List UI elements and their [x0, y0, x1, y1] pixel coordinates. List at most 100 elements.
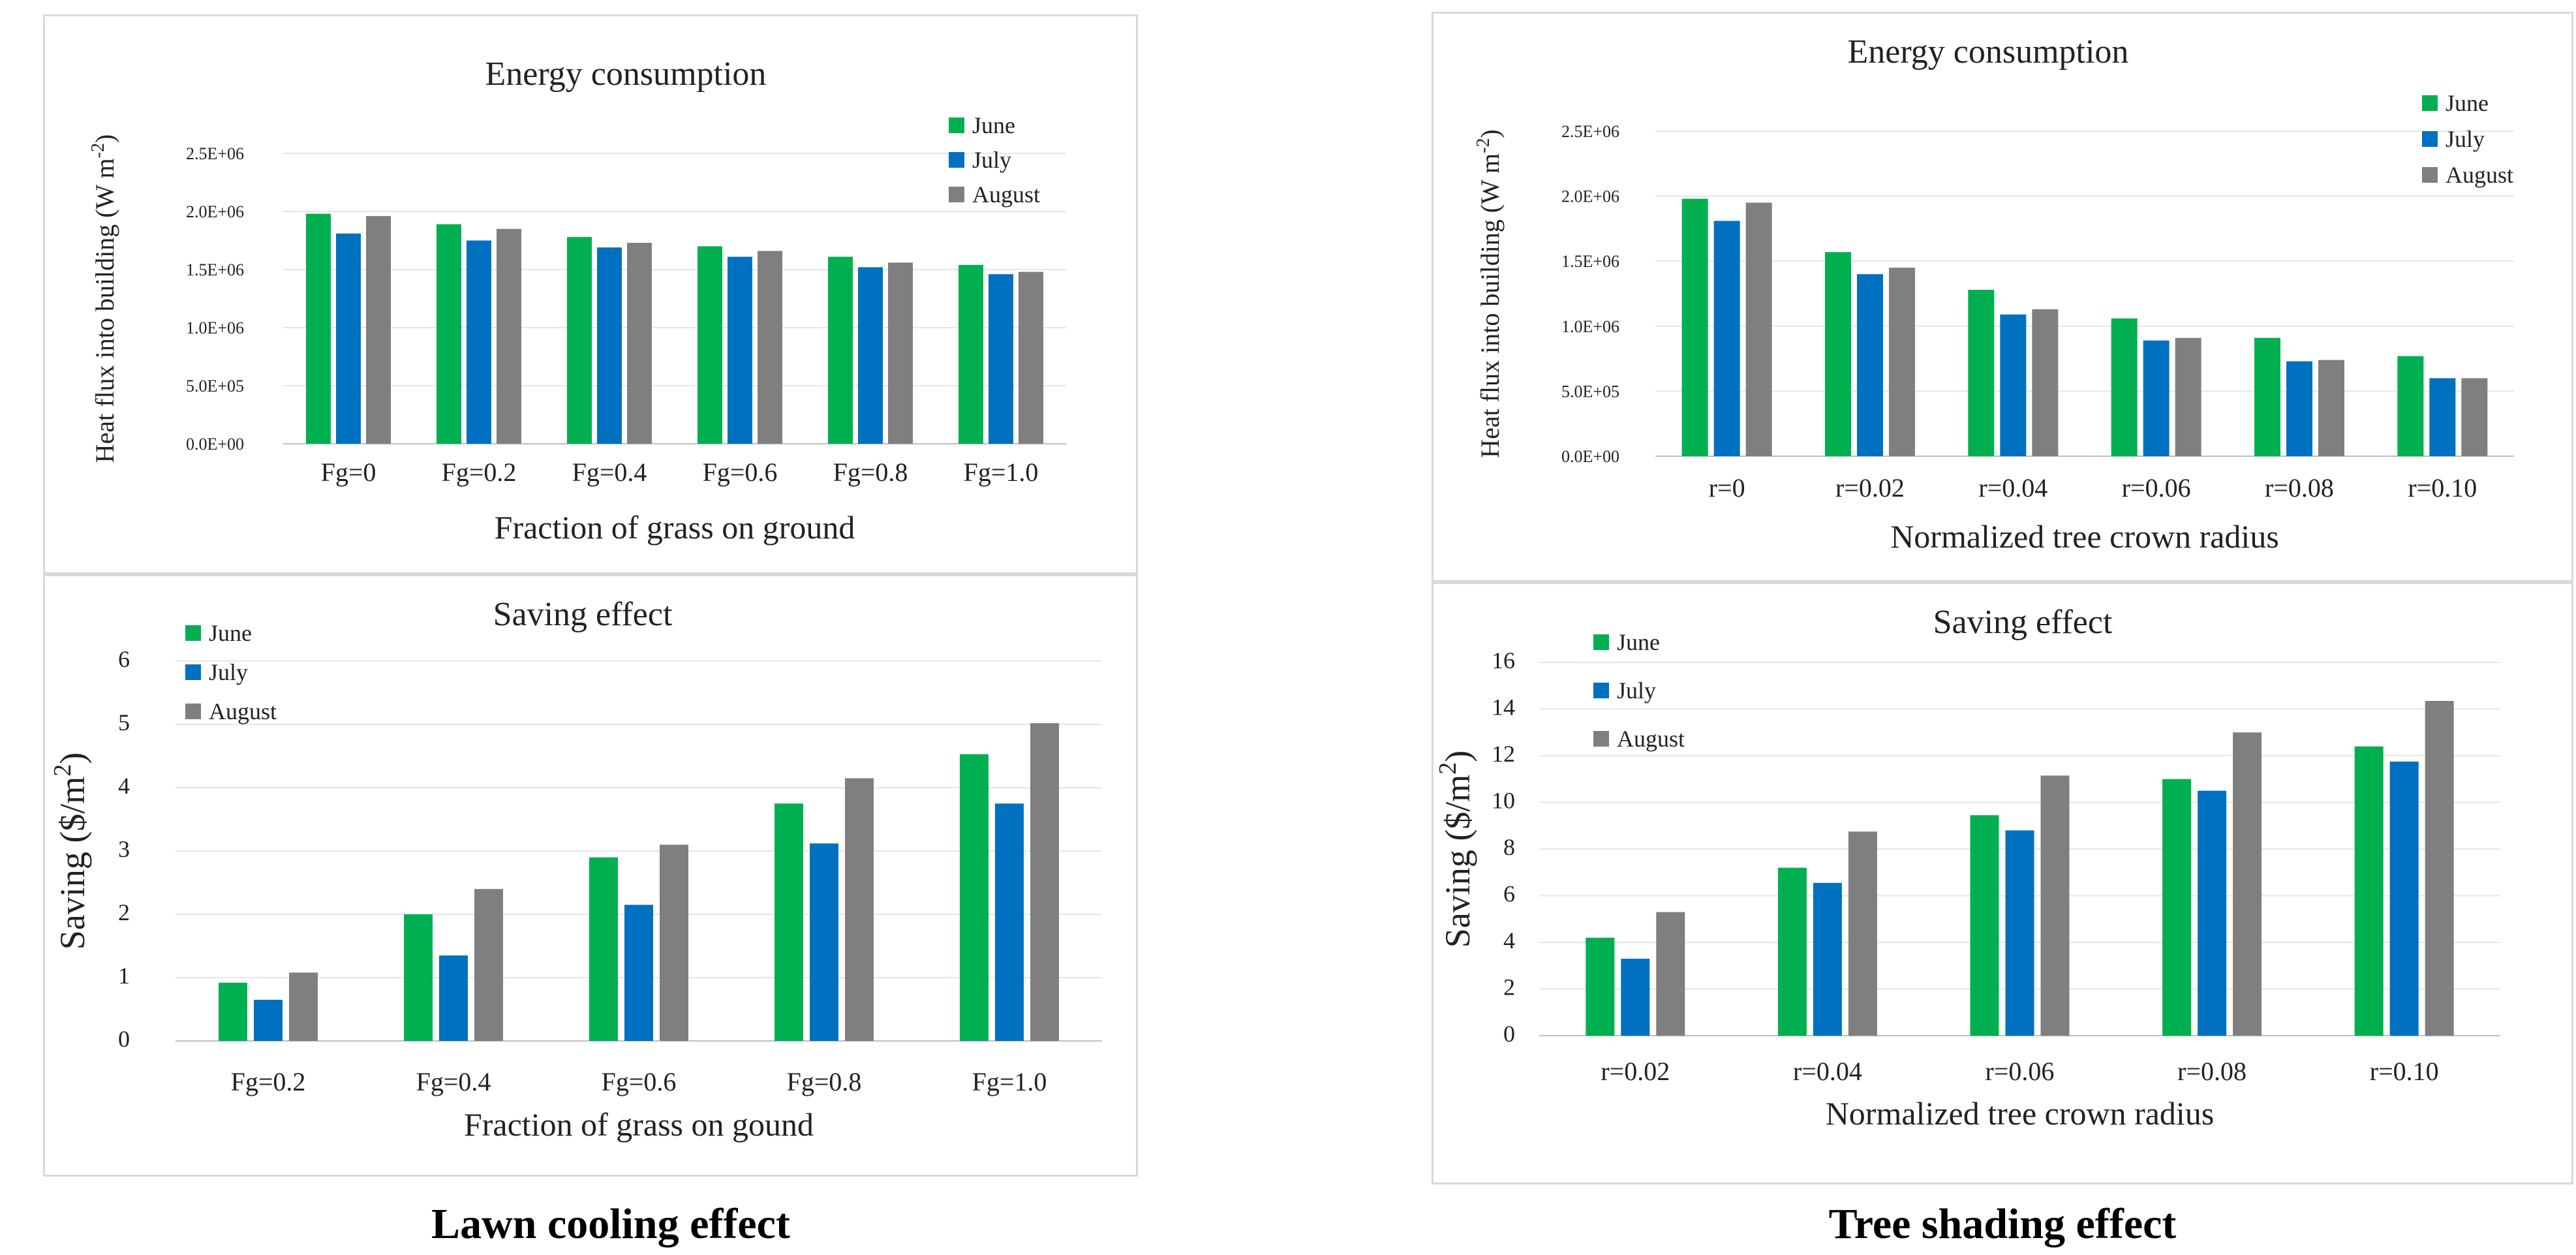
- bar-july: [2198, 790, 2227, 1036]
- bar-june: [1681, 198, 1708, 456]
- legend-swatch-june: [1593, 634, 1609, 650]
- legend-label-june: June: [2446, 90, 2489, 116]
- chart-title: Saving effect: [1933, 604, 2113, 641]
- bar-july: [336, 233, 361, 444]
- y-axis-label: Heat flux into building (W m-2): [1473, 129, 1505, 458]
- legend-swatch-august: [1593, 731, 1609, 747]
- bar-june: [589, 857, 618, 1041]
- x-tick-label: r=0.02: [1601, 1057, 1670, 1086]
- bar-july: [2143, 340, 2170, 456]
- y-tick-label: 5.0E+05: [1561, 382, 1619, 401]
- legend-swatch-august: [2422, 167, 2438, 183]
- y-axis-label: Saving ($/m2): [49, 752, 92, 950]
- x-tick-label: Fg=1.0: [972, 1067, 1047, 1096]
- bar-august: [2233, 732, 2262, 1036]
- bar-august: [1030, 723, 1059, 1041]
- bar-july: [254, 999, 283, 1041]
- bar-june: [2354, 746, 2384, 1036]
- lawn-energy-chart: 0.0E+00 5.0E+05 1.0E+06 1.5E+06 2.0E+06 2.5E+…: [88, 55, 1066, 546]
- x-tick-label: Fg=1.0: [964, 457, 1039, 487]
- bar-july: [2389, 761, 2419, 1036]
- bar-august: [1889, 268, 1915, 456]
- y-tick-label: 1.0E+06: [186, 318, 244, 337]
- chart-title: Energy consumption: [485, 55, 767, 93]
- y-tick-label: 5.0E+05: [186, 377, 244, 395]
- legend-label-june: June: [209, 620, 252, 646]
- x-tick-label: Fg=0.4: [572, 457, 647, 487]
- legend-swatch-august: [949, 187, 964, 202]
- bar-august: [660, 844, 688, 1041]
- y-tick-label: 2: [118, 899, 130, 925]
- x-tick-label: r=0.10: [2408, 473, 2477, 503]
- bar-june: [404, 914, 433, 1041]
- legend-label-july: July: [2446, 126, 2485, 152]
- y-tick-label: 1.5E+06: [1561, 252, 1619, 271]
- legend-label-august: August: [1617, 726, 1685, 752]
- y-tick-label: 8: [1503, 834, 1515, 860]
- bar-july: [2005, 830, 2034, 1036]
- y-tick-label: 2.5E+06: [186, 144, 244, 163]
- x-tick-label: Fg=0: [321, 457, 376, 487]
- bar-june: [2254, 337, 2280, 456]
- bar-july: [439, 955, 468, 1041]
- y-tick-label: 2: [1503, 974, 1515, 1000]
- legend-swatch-august: [185, 704, 201, 719]
- bar-july: [1621, 959, 1650, 1036]
- bar-july: [728, 256, 752, 444]
- bar-june: [2111, 318, 2138, 456]
- bar-july: [2429, 378, 2456, 456]
- y-tick-label: 3: [118, 836, 130, 862]
- legend-label-august: August: [972, 181, 1040, 208]
- y-tick-label: 12: [1492, 741, 1515, 767]
- chart-title: Saving effect: [493, 596, 673, 633]
- legend-swatch-july: [1593, 683, 1609, 698]
- x-tick-label: r=0.04: [1793, 1057, 1862, 1086]
- bar-august: [845, 778, 874, 1041]
- y-tick-label: 4: [1503, 927, 1515, 953]
- tree-energy-chart: 0.0E+00 5.0E+05 1.0E+06 1.5E+06 2.0E+06 2.5E+…: [1473, 33, 2514, 555]
- bar-june: [1968, 290, 1995, 456]
- x-tick-label: Fg=0.6: [602, 1067, 677, 1096]
- legend-swatch-july: [2422, 131, 2438, 147]
- y-tick-label: 16: [1492, 647, 1515, 674]
- bar-july: [467, 240, 491, 444]
- bar-july: [989, 274, 1013, 444]
- x-tick-label: Fg=0.8: [833, 457, 908, 487]
- bar-july: [1857, 274, 1883, 456]
- tree-energy-panel: 0.0E+00 5.0E+05 1.0E+06 1.5E+06 2.0E+06 2.5E+…: [1432, 12, 2573, 582]
- bar-july: [810, 843, 838, 1041]
- y-tick-label: 1: [118, 963, 130, 989]
- x-tick-label: r=0.02: [1835, 473, 1905, 503]
- bar-june: [828, 256, 853, 444]
- bar-august: [1019, 271, 1043, 444]
- legend-swatch-june: [185, 625, 201, 641]
- x-tick-label: r=0.06: [1986, 1057, 2055, 1086]
- y-tick-label: 1.5E+06: [186, 260, 244, 279]
- bar-july: [858, 267, 883, 444]
- bar-august: [289, 972, 318, 1041]
- x-axis-label: Normalized tree crown radius: [1890, 518, 2279, 555]
- y-tick-label: 4: [118, 773, 130, 799]
- bar-june: [1825, 252, 1851, 456]
- bar-august: [474, 889, 503, 1041]
- bar-july: [624, 905, 653, 1041]
- x-tick-label: Fg=0.8: [787, 1067, 862, 1096]
- x-tick-label: Fg=0.6: [703, 457, 778, 487]
- y-tick-label: 14: [1492, 694, 1515, 720]
- bar-june: [567, 237, 592, 444]
- legend-label-august: August: [2446, 162, 2513, 188]
- x-tick-label: Fg=0.2: [442, 457, 517, 487]
- bar-july: [995, 803, 1024, 1041]
- legend-label-august: August: [209, 698, 277, 724]
- tree-saving-chart: 0 2 4 6 8 10 12 14 16 Saving effect r=0.02 r=0.04 r=…: [1434, 604, 2500, 1132]
- x-tick-label: r=0: [1709, 473, 1745, 503]
- y-tick-label: 1.0E+06: [1561, 317, 1619, 336]
- x-tick-label: r=0.04: [1978, 473, 2047, 503]
- legend-swatch-july: [949, 152, 964, 168]
- bar-july: [1713, 221, 1740, 456]
- chart-title: Energy consumption: [1848, 33, 2129, 70]
- legend-swatch-july: [185, 664, 201, 680]
- bar-july: [1813, 882, 1842, 1036]
- legend-label-july: July: [1617, 677, 1656, 704]
- bar-june: [698, 246, 722, 444]
